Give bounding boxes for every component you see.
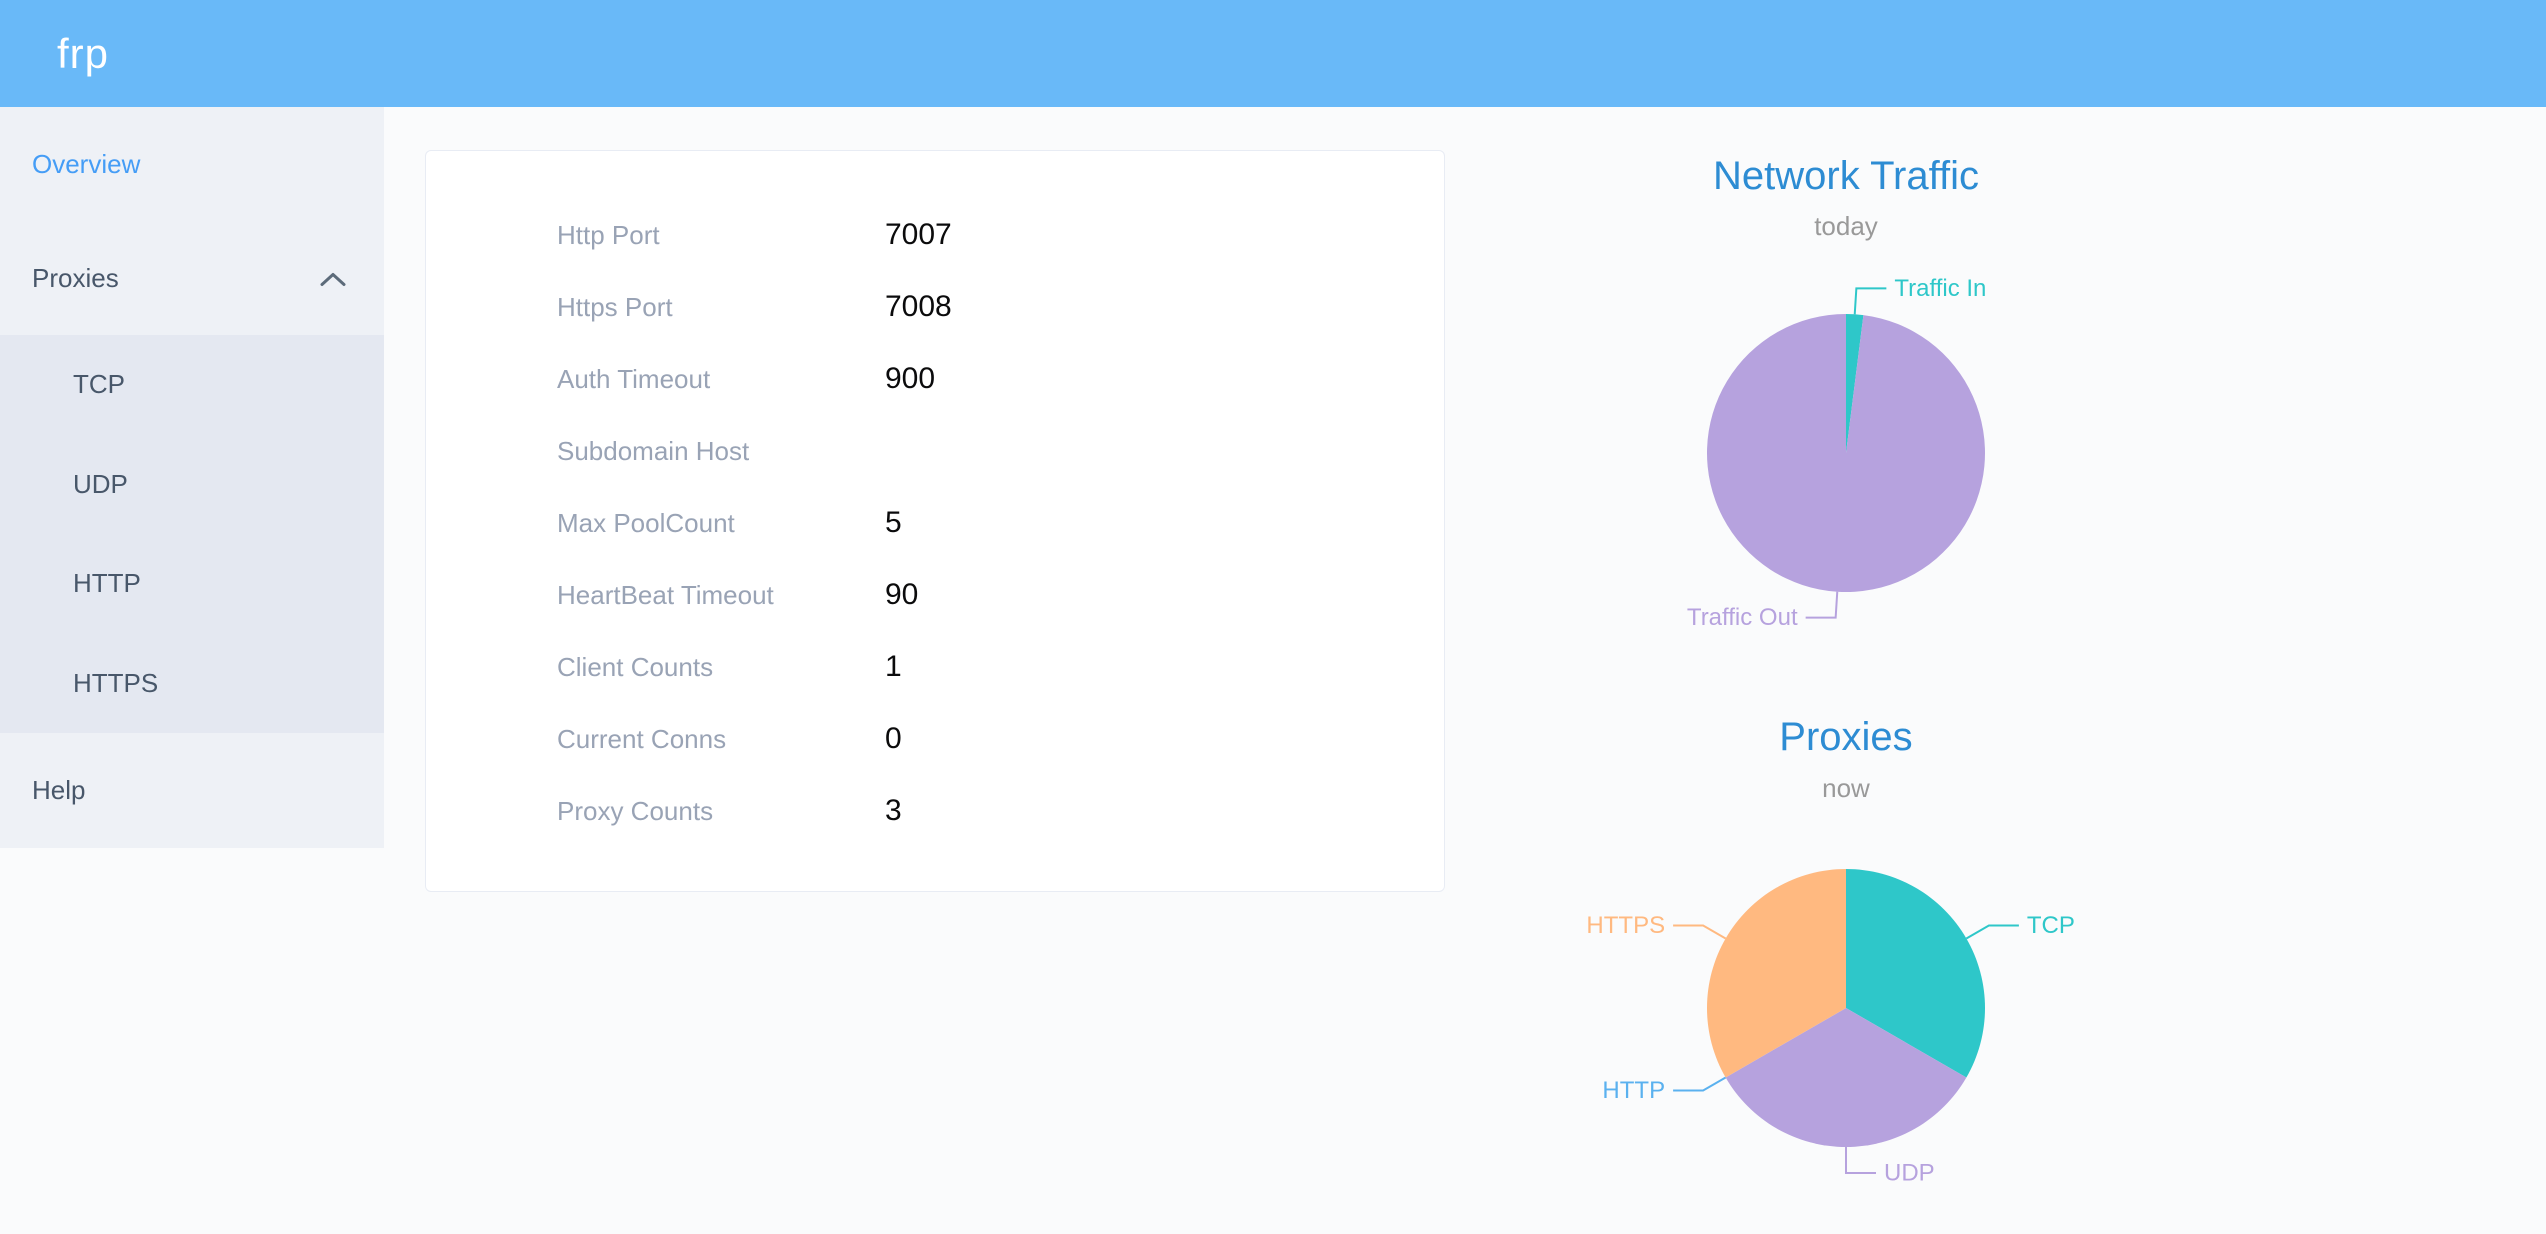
pie-slice-label: HTTP	[1602, 1077, 1665, 1104]
info-value: 5	[885, 506, 902, 539]
chart-subtitle: today	[1814, 211, 1878, 241]
info-value: 0	[885, 722, 902, 755]
network-traffic-chart: Network Traffic today Traffic In Traffic Ou…	[1496, 130, 2196, 670]
sidebar-item-proxies[interactable]: Proxies	[0, 221, 384, 335]
info-label: Subdomain Host	[557, 435, 750, 466]
info-label: HeartBeat Timeout	[557, 579, 774, 610]
info-row-https-port: Https Port 7008	[426, 271, 1444, 343]
info-label: Auth Timeout	[557, 363, 711, 394]
info-row-client-counts: Client Counts 1	[426, 631, 1444, 703]
info-label: Max PoolCount	[557, 507, 735, 538]
pie-slice-label: UDP	[1884, 1160, 1935, 1187]
pie-slice-label: Traffic Out	[1687, 604, 1798, 631]
pie-label-leader-line	[1805, 591, 1839, 619]
sidebar-item-udp[interactable]: UDP	[0, 435, 384, 535]
pie-label-leader-line	[1853, 287, 1887, 315]
info-value: 3	[885, 794, 902, 827]
proxies-submenu: TCP UDP HTTP HTTPS	[0, 335, 384, 733]
sidebar-item-label: Overview	[32, 148, 141, 179]
pie-slice-https[interactable]	[1707, 869, 1846, 1078]
info-label: Client Counts	[557, 651, 714, 682]
sidebar-item-help[interactable]: Help	[0, 733, 384, 848]
info-row-heartbeat-timeout: HeartBeat Timeout 90	[426, 559, 1444, 631]
info-row-subdomain-host: Subdomain Host	[426, 415, 1444, 487]
info-row-max-poolcount: Max PoolCount 5	[426, 487, 1444, 559]
info-value: 7008	[885, 290, 952, 323]
sidebar-item-label: TCP	[73, 369, 125, 400]
pie-label-leader-line	[1965, 924, 2019, 940]
chart-title: Proxies	[1779, 715, 1912, 759]
chart-subtitle: now	[1822, 773, 1870, 803]
top-header: frp	[0, 0, 2546, 107]
chart-title: Network Traffic	[1713, 154, 1979, 198]
pie-slice-traffic-in[interactable]	[1846, 314, 1864, 453]
info-label: Proxy Counts	[557, 795, 714, 826]
pie-label-leader-line	[1845, 1147, 1876, 1174]
sidebar-item-label: HTTPS	[73, 667, 159, 698]
frp-logo: frp	[57, 29, 110, 77]
info-label: Https Port	[557, 291, 673, 322]
info-label: Http Port	[557, 219, 660, 250]
pie-label-leader-line	[1673, 924, 1727, 940]
info-row-proxy-counts: Proxy Counts 3	[426, 775, 1444, 847]
sidebar-item-http[interactable]: HTTP	[0, 534, 384, 634]
info-value: 7007	[885, 218, 952, 251]
info-label: Current Conns	[557, 723, 727, 754]
sidebar: Overview Proxies TCP UDP HTTP HTTPS Help	[0, 107, 384, 848]
sidebar-item-tcp[interactable]: TCP	[0, 335, 384, 435]
pie-chart-svg: Proxies now TCP UDP HTTP HTTPS	[1586, 715, 2075, 1187]
info-row-current-conns: Current Conns 0	[426, 703, 1444, 775]
info-value: 900	[885, 362, 936, 395]
info-value: 90	[885, 578, 919, 611]
pie-slice-label: TCP	[2027, 912, 2075, 939]
pie-slice-udp[interactable]	[1725, 1008, 1967, 1147]
sidebar-item-label: UDP	[73, 468, 128, 499]
pie-slice-label: HTTPS	[1586, 912, 1665, 939]
info-value: 1	[885, 650, 902, 683]
pie-slice-label: Traffic In	[1894, 275, 1986, 302]
info-row-http-port: Http Port 7007	[426, 199, 1444, 271]
sidebar-item-https[interactable]: HTTPS	[0, 634, 384, 734]
sidebar-item-label: HTTP	[73, 568, 141, 599]
sidebar-item-label: Proxies	[32, 262, 119, 293]
pie-chart-svg: Network Traffic today Traffic In Traffic Ou…	[1687, 154, 1986, 631]
sidebar-item-label: Help	[32, 775, 86, 805]
server-info-card: Http Port 7007 Https Port 7008 Auth Time…	[425, 150, 1445, 892]
info-row-auth-timeout: Auth Timeout 900	[426, 343, 1444, 415]
pie-slice-tcp[interactable]	[1846, 869, 1985, 1078]
chevron-up-icon	[320, 263, 346, 294]
pie-label-leader-line	[1673, 1076, 1727, 1092]
proxies-chart: Proxies now TCP UDP HTTP HTTPS	[1496, 690, 2196, 1234]
pie-slice-traffic-out[interactable]	[1707, 314, 1986, 592]
sidebar-item-overview[interactable]: Overview	[0, 107, 384, 221]
